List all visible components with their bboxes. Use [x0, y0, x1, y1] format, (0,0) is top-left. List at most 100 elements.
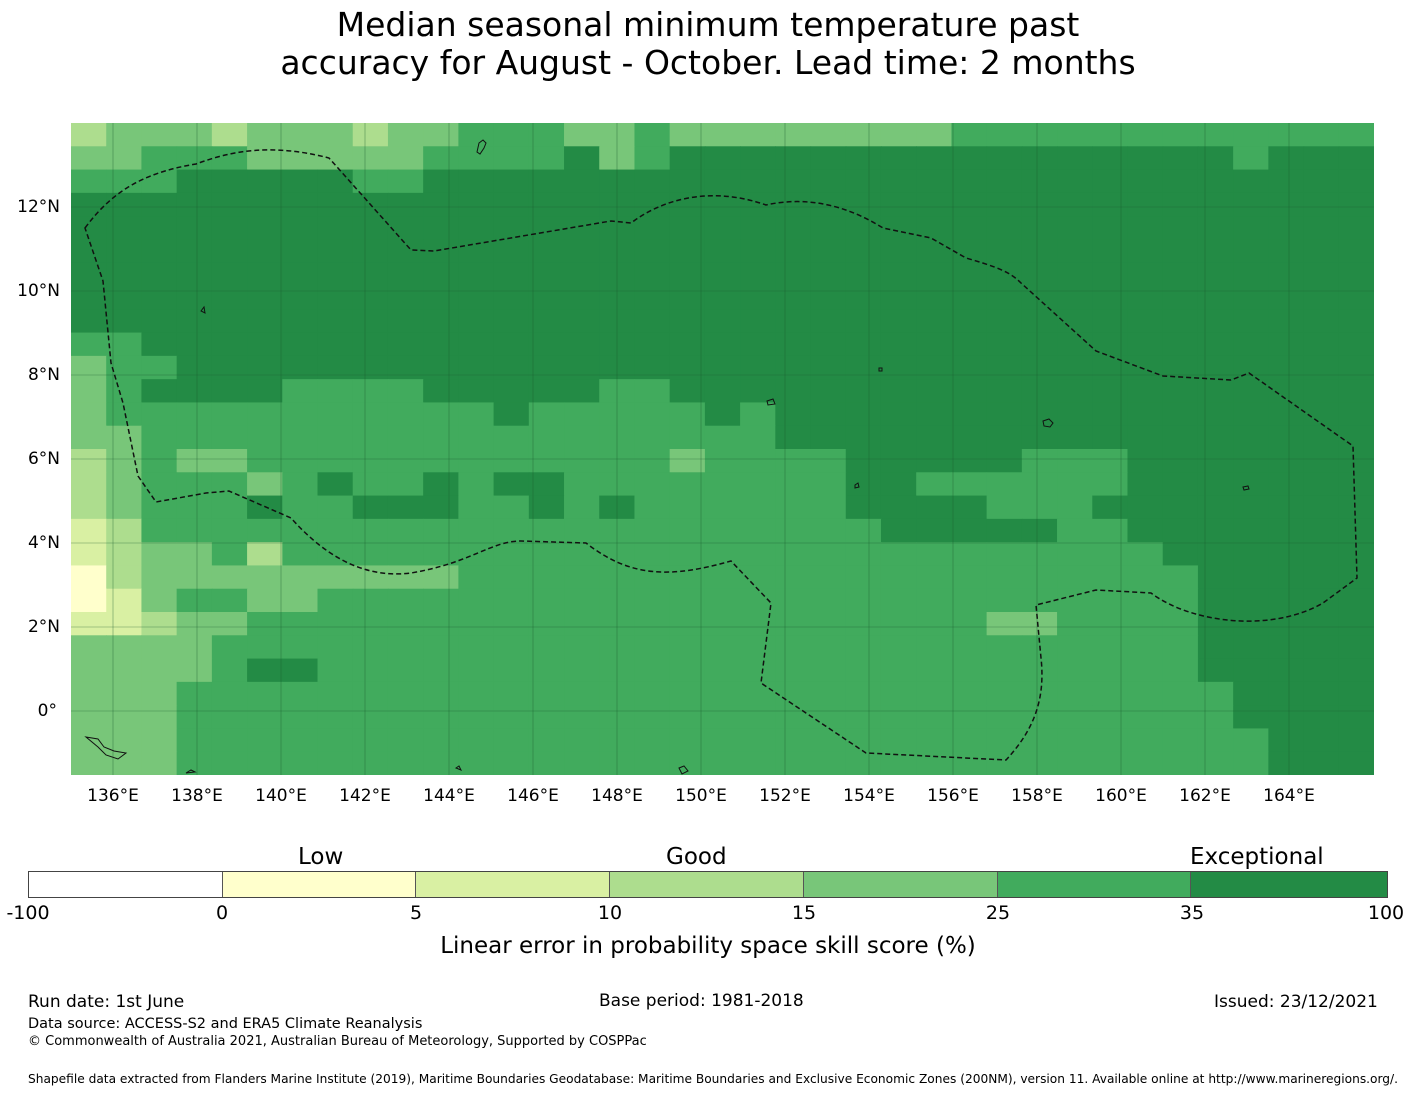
grid-cell [1303, 681, 1340, 706]
grid-cell [282, 402, 319, 427]
grid-cell [317, 472, 354, 497]
grid-cell [1233, 169, 1269, 194]
grid-cell [141, 542, 178, 567]
grid-cell [740, 565, 776, 590]
grid-cell [1127, 216, 1164, 241]
grid-cell [1127, 681, 1164, 706]
grid-cell [176, 635, 213, 660]
grid-cell [1021, 449, 1058, 473]
grid-cell [986, 192, 1023, 217]
grid-cell [1057, 332, 1093, 357]
grid-cell [352, 681, 389, 706]
grid-cell [1127, 332, 1164, 357]
grid-cell [176, 402, 213, 427]
grid-cell [1338, 425, 1374, 450]
grid-cell [1092, 425, 1129, 450]
lon-label-152e: 152°E [759, 786, 811, 806]
skill-grid-cells [71, 123, 1374, 775]
grid-cell [669, 379, 706, 404]
lon-label-146e: 146°E [507, 786, 559, 806]
grid-cell [282, 192, 319, 217]
grid-cell [810, 216, 847, 241]
grid-cell [951, 658, 988, 683]
grid-cell [564, 565, 600, 590]
grid-cell [775, 379, 812, 404]
grid-cell [141, 192, 178, 217]
grid-cell [71, 239, 107, 264]
chart-title: Median seasonal minimum temperature past… [0, 6, 1416, 82]
grid-cell [247, 239, 283, 264]
grid-cell [704, 542, 741, 567]
grid-cell [669, 309, 706, 334]
grid-cell [1197, 216, 1234, 241]
grid-cell [1092, 402, 1129, 427]
grid-cell [845, 286, 882, 310]
grid-cell [1338, 192, 1374, 217]
grid-cell [669, 635, 706, 660]
grid-cell [1127, 309, 1164, 334]
grid-cell [211, 681, 248, 706]
grid-cell [352, 565, 389, 590]
grid-cell [669, 192, 706, 217]
grid-cell [916, 635, 953, 660]
grid-cell [1127, 705, 1164, 730]
grid-cell [1268, 425, 1305, 450]
lon-label-136e: 136°E [87, 786, 139, 806]
grid-cell [352, 216, 389, 241]
grid-cell [564, 751, 600, 775]
grid-cell [740, 309, 776, 334]
grid-cell [704, 658, 741, 683]
grid-cell [176, 239, 213, 264]
grid-cell [1127, 123, 1164, 147]
grid-cell [458, 425, 495, 450]
grid-cell [493, 542, 530, 567]
grid-cell [317, 565, 354, 590]
grid-cell [1197, 332, 1234, 357]
grid-cell [1268, 612, 1305, 636]
grid-cell [1197, 472, 1234, 497]
grid-cell [1197, 612, 1234, 636]
grid-cell [564, 472, 600, 497]
grid-cell [1057, 286, 1093, 310]
grid-cell [951, 565, 988, 590]
grid-cell [986, 309, 1023, 334]
grid-cell [775, 635, 812, 660]
grid-cell [880, 495, 917, 520]
grid-cell [141, 472, 178, 497]
title-line-2: accuracy for August - October. Lead time… [280, 43, 1136, 82]
grid-cell [1268, 681, 1305, 706]
grid-cell [71, 495, 107, 520]
grid-cell [282, 309, 319, 334]
grid-cell [211, 565, 248, 590]
grid-cell [423, 588, 459, 613]
colorbar-segment-2 [416, 872, 611, 897]
grid-cell [1092, 309, 1129, 334]
grid-cell [634, 588, 671, 613]
grid-cell [564, 192, 600, 217]
grid-cell [880, 518, 917, 543]
grid-cell [176, 309, 213, 334]
grid-cell [740, 239, 776, 264]
lon-label-158e: 158°E [1011, 786, 1063, 806]
grid-cell [704, 612, 741, 636]
grid-cell [1268, 705, 1305, 730]
grid-cell [740, 751, 776, 775]
grid-cell [880, 728, 917, 753]
grid-cell [141, 262, 178, 287]
grid-cell [1233, 216, 1269, 241]
grid-cell [106, 565, 143, 590]
grid-cell [740, 542, 776, 567]
grid-cell [880, 192, 917, 217]
grid-cell [951, 239, 988, 264]
grid-cell [986, 612, 1023, 636]
grid-cell [317, 705, 354, 730]
grid-cell [528, 635, 565, 660]
grid-cell [880, 239, 917, 264]
grid-cell [387, 309, 424, 334]
grid-cell [1162, 379, 1199, 404]
grid-cell [1092, 379, 1129, 404]
grid-cell [71, 169, 107, 194]
grid-cell [247, 216, 283, 241]
grid-cell [564, 332, 600, 357]
grid-cell [916, 402, 953, 427]
